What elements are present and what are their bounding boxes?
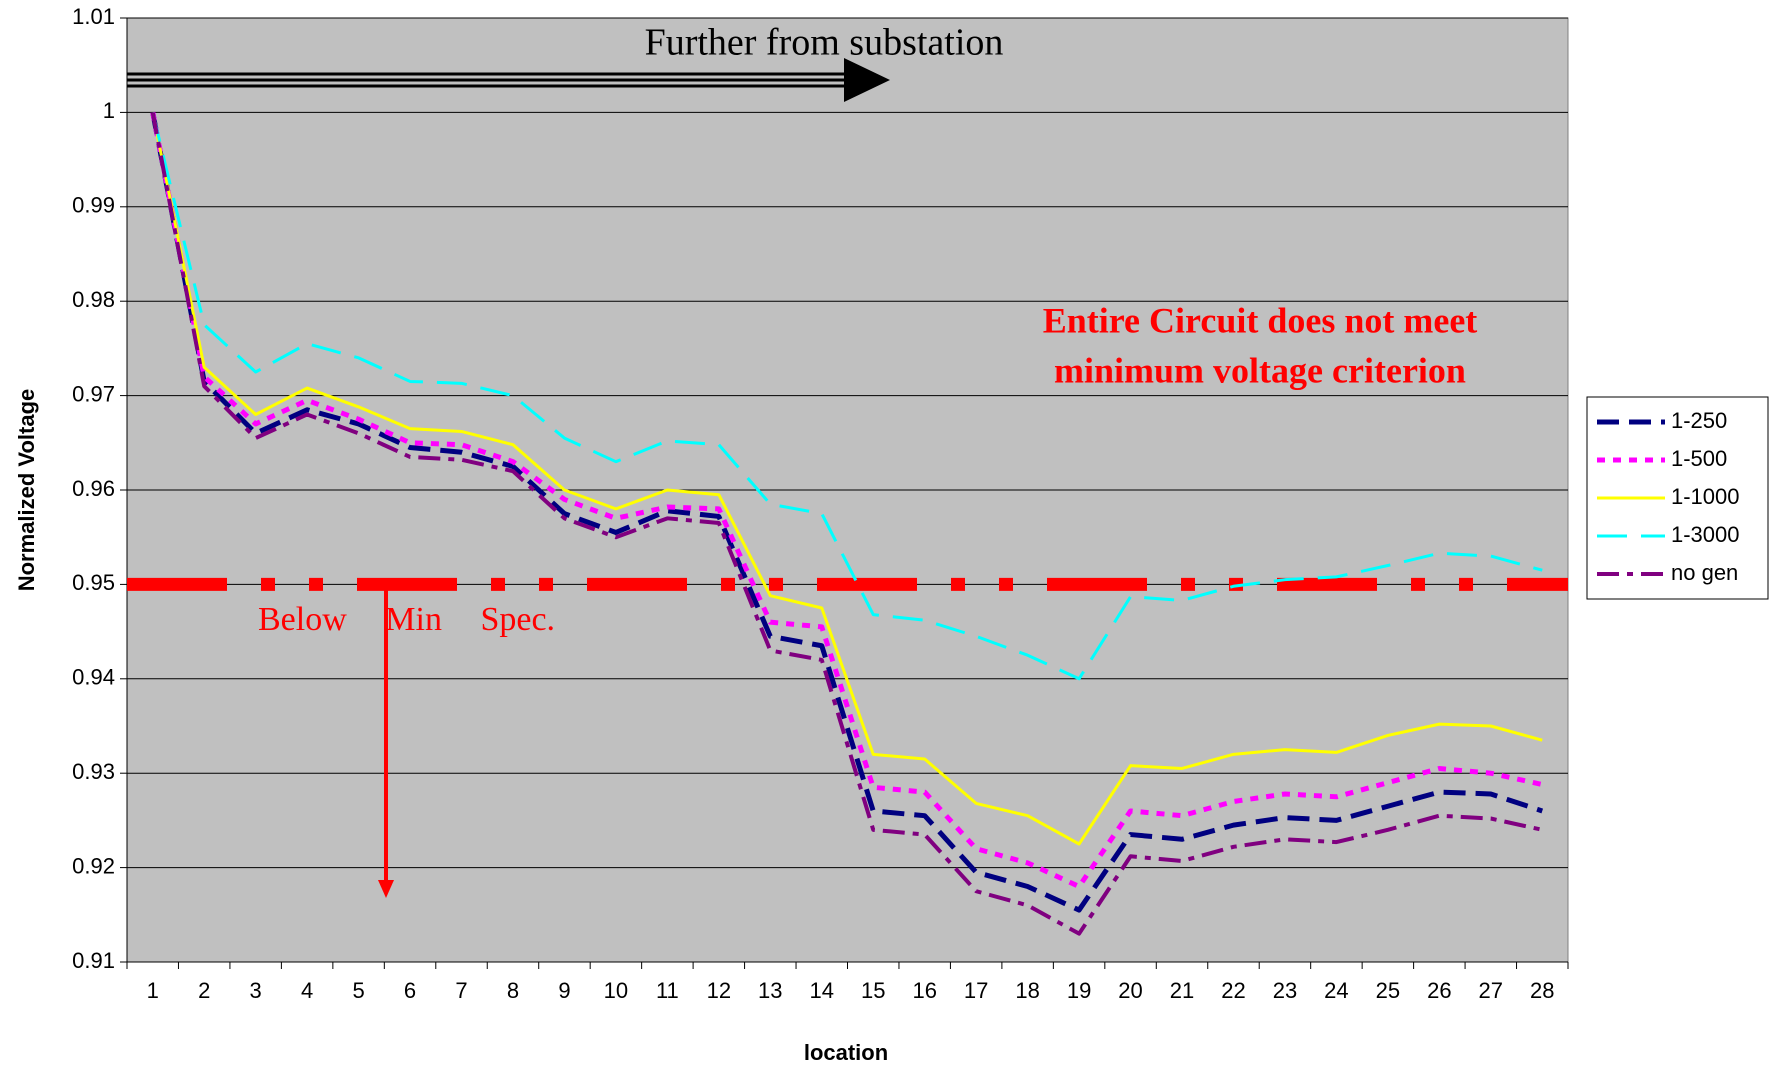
y-tick-label: 0.97: [72, 381, 115, 406]
x-tick-label: 20: [1118, 978, 1142, 1003]
x-tick-label: 19: [1067, 978, 1091, 1003]
x-tick-label: 23: [1273, 978, 1297, 1003]
y-tick-label: 0.92: [72, 853, 115, 878]
x-tick-label: 28: [1530, 978, 1554, 1003]
x-tick-label: 16: [912, 978, 936, 1003]
x-tick-label: 5: [352, 978, 364, 1003]
y-tick-label: 0.94: [72, 665, 115, 690]
y-tick-label: 0.98: [72, 287, 115, 312]
x-tick-label: 8: [507, 978, 519, 1003]
x-tick-label: 9: [558, 978, 570, 1003]
x-tick-label: 25: [1376, 978, 1400, 1003]
legend-label: 1-500: [1671, 446, 1727, 471]
x-tick-label: 2: [198, 978, 210, 1003]
x-tick-label: 14: [810, 978, 834, 1003]
series-line: [150, 111, 1544, 913]
x-tick-label: 17: [964, 978, 988, 1003]
x-axis-title: location: [804, 1040, 888, 1065]
x-tick-label: 15: [861, 978, 885, 1003]
y-axis-title: Normalized Voltage: [14, 389, 39, 592]
legend-label: 1-1000: [1671, 484, 1740, 509]
annotation: Below Min Spec.: [258, 601, 555, 638]
annotation: Entire Circuit does not meet: [1043, 300, 1478, 340]
x-tick-label: 18: [1015, 978, 1039, 1003]
series-line: [151, 112, 1543, 681]
arrow-head: [378, 880, 394, 898]
x-tick-label: 12: [707, 978, 731, 1003]
x-tick-label: 21: [1170, 978, 1194, 1003]
annotation: minimum voltage criterion: [1054, 350, 1466, 390]
y-tick-label: 0.91: [72, 948, 115, 973]
series-line: [151, 112, 1543, 846]
annotation: Further from substation: [645, 22, 1004, 64]
y-tick-label: 0.93: [72, 759, 115, 784]
x-tick-label: 22: [1221, 978, 1245, 1003]
x-tick-label: 26: [1427, 978, 1451, 1003]
x-tick-label: 7: [455, 978, 467, 1003]
y-tick-label: 0.96: [72, 476, 115, 501]
x-tick-label: 6: [404, 978, 416, 1003]
x-tick-label: 10: [604, 978, 628, 1003]
arrow-head: [844, 58, 890, 102]
legend-label: 1-250: [1671, 408, 1727, 433]
x-tick-label: 24: [1324, 978, 1348, 1003]
x-tick-label: 3: [250, 978, 262, 1003]
y-tick-label: 1: [103, 98, 115, 123]
x-tick-label: 4: [301, 978, 313, 1003]
y-tick-label: 0.99: [72, 193, 115, 218]
x-tick-label: 11: [656, 978, 679, 1003]
y-tick-label: 0.95: [72, 570, 115, 595]
series-line: [150, 112, 1543, 936]
legend-box: [1586, 396, 1769, 600]
y-tick-label: 1.01: [72, 4, 115, 29]
legend-label: no gen: [1671, 560, 1738, 585]
legend-label: 1-3000: [1671, 522, 1740, 547]
x-tick-label: 13: [758, 978, 782, 1003]
x-tick-label: 1: [147, 978, 159, 1003]
x-tick-label: 27: [1479, 978, 1503, 1003]
